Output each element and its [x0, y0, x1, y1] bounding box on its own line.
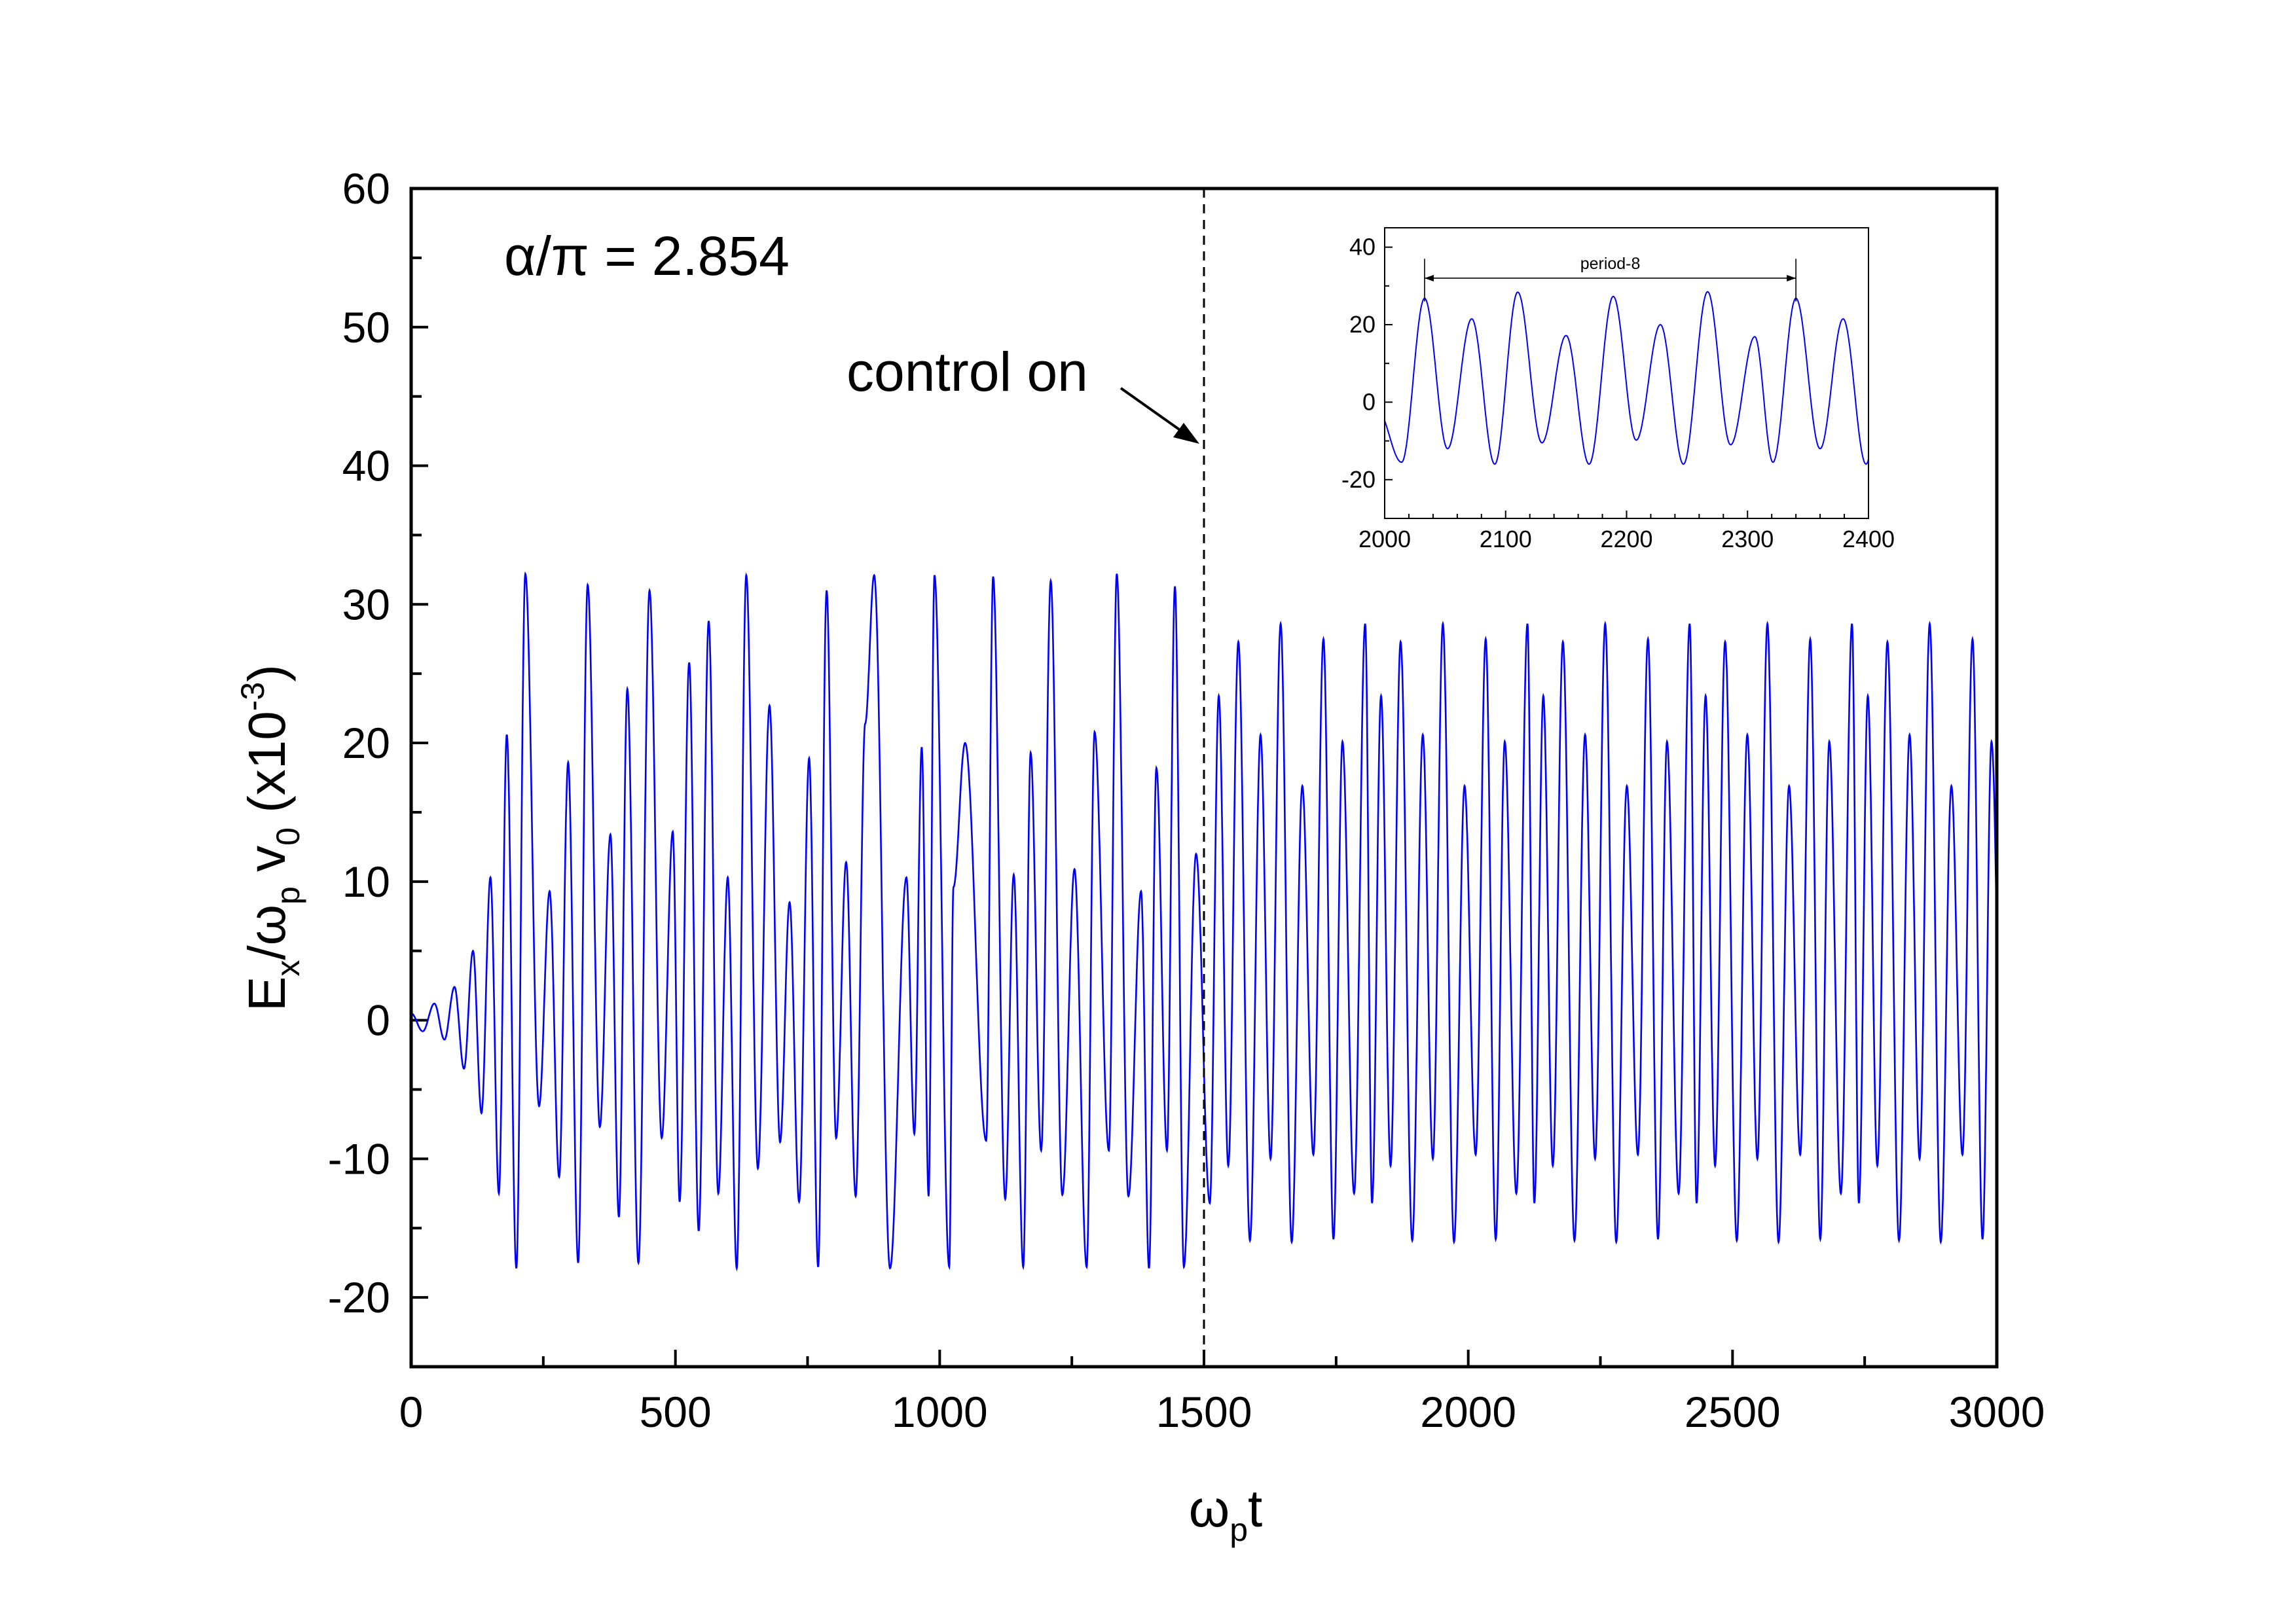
y-tick-label: 40	[342, 442, 390, 490]
y-tick-label: 0	[366, 996, 390, 1045]
x-tick-label: 2000	[1420, 1388, 1516, 1436]
y-tick-label: 60	[342, 164, 390, 213]
inset-x-tick-label: 2000	[1358, 526, 1411, 552]
y-tick-label: 20	[342, 719, 390, 767]
inset-x-tick-label: 2200	[1600, 526, 1652, 552]
control-on-arrow	[1120, 387, 1199, 444]
y-tick-label: 30	[342, 580, 390, 628]
x-tick-label: 1000	[892, 1388, 988, 1436]
inset-x-tick-label: 2100	[1480, 526, 1532, 552]
inset-plot-frame	[1384, 227, 1869, 519]
inset-plot: 2000 2100 2200 2300 2400 -20 0 20 40 period-8	[1341, 227, 1895, 552]
inset-tick-labels: 2000 2100 2200 2300 2400 -20 0 20 40	[1341, 234, 1895, 552]
x-tick-label: 1500	[1156, 1388, 1252, 1436]
inset-series-line	[1384, 291, 1869, 465]
period-marker-left-arrowhead	[1424, 274, 1434, 281]
x-tick-label: 0	[399, 1388, 424, 1436]
main-tick-labels: 0 500 1000 1500 2000 2500 3000-20-100102030405…	[328, 164, 2045, 1436]
main-plot: 0 500 1000 1500 2000 2500 3000-20-100102030405…	[328, 164, 2045, 1436]
period-marker-right-arrowhead	[1787, 274, 1796, 281]
inset-x-tick-label: 2400	[1842, 526, 1895, 552]
period-8-marker	[1424, 259, 1796, 302]
inset-y-tick-label: 0	[1362, 388, 1376, 415]
inset-y-tick-label: 20	[1349, 311, 1376, 338]
inset-y-tick-label: -20	[1341, 466, 1376, 493]
y-tick-label: -20	[328, 1273, 390, 1322]
inset-x-tick-label: 2300	[1721, 526, 1774, 552]
x-axis-title: ωpt	[1189, 1479, 1263, 1548]
main-plot-frame	[409, 187, 1999, 1369]
inset-y-tick-label: 40	[1349, 234, 1376, 261]
x-tick-label: 500	[640, 1388, 712, 1436]
control-on-annotation: control on	[847, 341, 1088, 403]
x-tick-label: 2500	[1685, 1388, 1781, 1436]
y-axis-title: Ex/ωp v0 (x10-3)	[234, 664, 306, 1011]
x-tick-label: 3000	[1949, 1388, 2045, 1436]
y-tick-label: -10	[328, 1134, 390, 1183]
y-tick-label: 10	[342, 857, 390, 906]
y-tick-label: 50	[342, 303, 390, 351]
alpha-parameter-annotation: α/π = 2.854	[504, 225, 790, 287]
period-8-label: period-8	[1580, 255, 1641, 273]
